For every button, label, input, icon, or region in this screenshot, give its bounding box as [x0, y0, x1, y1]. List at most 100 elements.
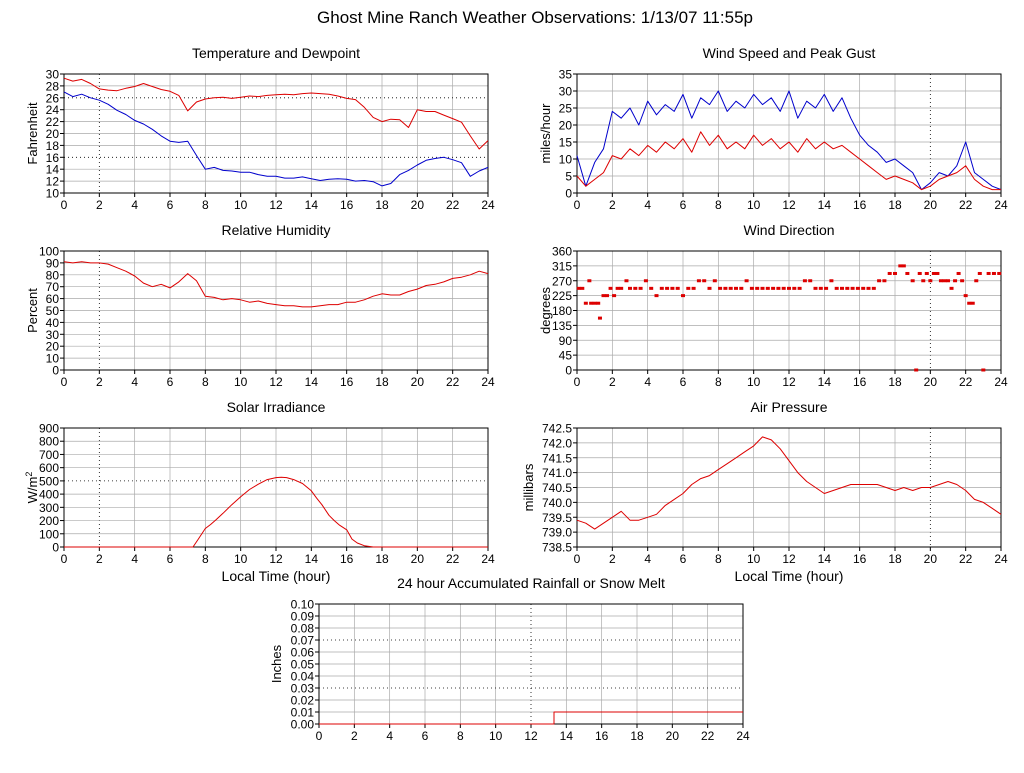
y-tick-label: 50: [46, 304, 60, 318]
y-tick-label: 16: [46, 151, 60, 165]
x-tick-label: 14: [560, 729, 574, 743]
scatter-point: [608, 286, 613, 290]
x-tick-label: 18: [888, 375, 902, 389]
x-tick-label: 18: [375, 198, 389, 212]
y-axis-label: W/m2: [24, 472, 40, 504]
x-tick-label: 12: [524, 729, 538, 743]
chart-title: Wind Direction: [743, 222, 834, 238]
y-tick-label: 742.0: [542, 436, 572, 450]
scatter-point: [596, 301, 601, 305]
series-line-wind-speed: [576, 131, 1001, 191]
scatter-point: [681, 294, 685, 298]
x-tick-label: 24: [994, 552, 1008, 566]
x-tick-label: 16: [853, 552, 867, 566]
x-tick-label: 0: [61, 198, 68, 212]
scatter-point: [665, 286, 670, 290]
y-tick-label: 90: [559, 334, 573, 348]
x-tick-label: 10: [747, 375, 761, 389]
x-tick-label: 6: [680, 552, 687, 566]
scatter-point: [605, 294, 610, 298]
scatter-point: [728, 286, 733, 290]
y-tick-label: 0.02: [291, 694, 315, 708]
scatter-point: [974, 279, 979, 283]
scatter-point: [696, 279, 701, 283]
y-tick-label: 0.08: [291, 622, 315, 636]
y-tick-label: 741.0: [542, 466, 572, 480]
x-tick-label: 10: [489, 729, 503, 743]
scatter-point: [901, 264, 906, 268]
scatter-point: [712, 279, 717, 283]
scatter-point: [905, 271, 910, 275]
scatter-point: [723, 286, 728, 290]
y-tick-label: 45: [559, 349, 573, 363]
x-tick-label: 6: [167, 198, 174, 212]
x-tick-label: 12: [782, 198, 796, 212]
scatter-point: [861, 286, 866, 290]
scatter-point: [834, 286, 839, 290]
x-tick-label: 24: [736, 729, 750, 743]
scatter-point: [583, 301, 588, 305]
scatter-point: [928, 279, 933, 283]
x-tick-label: 18: [375, 552, 389, 566]
scatter-point: [615, 286, 620, 290]
chart-title: Solar Irradiance: [227, 399, 326, 415]
x-tick-label: 0: [61, 375, 68, 389]
scatter-point: [675, 286, 680, 290]
y-tick-label: 20: [559, 119, 573, 133]
y-tick-label: 0: [52, 541, 59, 555]
y-tick-label: 25: [559, 102, 573, 116]
x-tick-label: 12: [269, 198, 283, 212]
scatter-point: [781, 286, 786, 290]
x-tick-label: 16: [853, 198, 867, 212]
x-tick-label: 20: [411, 198, 425, 212]
x-tick-label: 16: [853, 375, 867, 389]
scatter-point: [776, 286, 781, 290]
x-tick-label: 12: [269, 552, 283, 566]
scatter-point: [589, 301, 594, 305]
scatter-point: [829, 279, 834, 283]
y-tick-label: 600: [39, 461, 59, 475]
scatter-point: [824, 286, 829, 290]
x-tick-label: 4: [644, 198, 651, 212]
scatter-point: [659, 286, 664, 290]
x-tick-label: 20: [666, 729, 680, 743]
y-tick-label: 742.5: [542, 422, 572, 436]
scatter-point: [893, 271, 897, 275]
y-tick-label: 70: [46, 280, 60, 294]
x-tick-label: 16: [595, 729, 609, 743]
x-tick-label: 24: [481, 375, 495, 389]
y-axis-label: Percent: [25, 288, 40, 333]
x-tick-label: 4: [131, 375, 138, 389]
scatter-point: [956, 271, 961, 275]
scatter-point: [981, 368, 986, 372]
x-tick-label: 0: [574, 552, 581, 566]
scatter-point: [718, 286, 723, 290]
y-tick-label: 0.05: [291, 658, 315, 672]
x-tick-label: 16: [340, 552, 354, 566]
y-tick-label: 900: [39, 422, 59, 436]
x-tick-label: 0: [316, 729, 323, 743]
page-title: Ghost Mine Ranch Weather Observations: 1…: [317, 8, 753, 27]
y-tick-label: 0.04: [291, 670, 315, 684]
x-tick-label: 22: [446, 198, 460, 212]
series-line-peak-gust: [576, 90, 1002, 191]
x-tick-label: 0: [574, 375, 581, 389]
x-tick-label: 6: [167, 375, 174, 389]
x-tick-label: 6: [680, 375, 687, 389]
scatter-point: [818, 286, 823, 290]
x-tick-label: 14: [305, 552, 319, 566]
x-tick-label: 20: [411, 375, 425, 389]
y-tick-label: 360: [552, 245, 572, 259]
y-tick-label: 20: [46, 340, 60, 354]
scatter-point: [792, 286, 797, 290]
scatter-point: [991, 271, 996, 275]
scatter-point: [882, 279, 887, 283]
scatter-point: [702, 279, 707, 283]
scatter-point: [917, 271, 922, 275]
x-tick-label: 24: [994, 375, 1008, 389]
y-tick-label: 0.07: [291, 634, 315, 648]
x-tick-label: 14: [305, 375, 319, 389]
x-tick-label: 12: [269, 375, 283, 389]
